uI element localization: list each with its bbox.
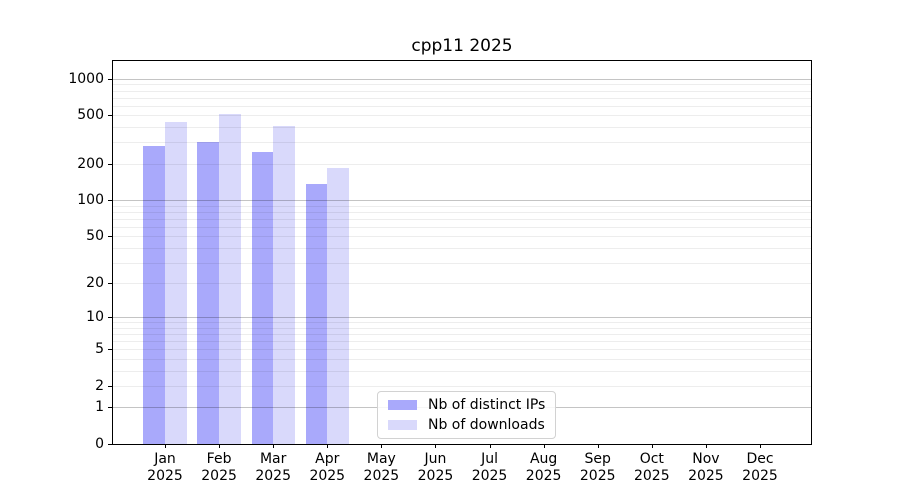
x-tick-label: Nov 2025 <box>688 451 724 484</box>
y-tick-label: 2 <box>95 377 104 394</box>
major-gridline <box>113 317 811 319</box>
y-tick-mark <box>108 349 112 351</box>
x-tick-mark <box>489 444 491 448</box>
minor-gridline <box>113 358 811 360</box>
minor-gridline <box>113 127 811 129</box>
y-tick-label: 100 <box>77 192 104 209</box>
bar-ips-1 <box>197 142 220 444</box>
legend: Nb of distinct IPs Nb of downloads <box>377 391 557 439</box>
minor-gridline <box>113 115 811 117</box>
minor-gridline <box>113 163 811 165</box>
y-tick-label: 500 <box>77 107 104 124</box>
chart-title: cpp11 2025 <box>411 36 513 56</box>
legend-entry: Nb of downloads <box>388 416 545 434</box>
y-tick-mark <box>108 78 112 80</box>
x-tick-mark <box>597 444 599 448</box>
y-tick-label: 1 <box>95 399 104 416</box>
legend-swatch <box>388 420 417 430</box>
minor-gridline <box>113 385 811 387</box>
x-tick-label: Jul 2025 <box>471 451 508 484</box>
x-tick-label: Sep 2025 <box>579 451 616 484</box>
x-tick-mark <box>543 444 545 448</box>
grid-layer <box>113 61 811 444</box>
legend-label: Nb of downloads <box>428 417 545 433</box>
y-tick-mark <box>108 115 112 117</box>
major-gridline <box>113 78 811 80</box>
bar-ips-0 <box>143 145 165 444</box>
x-tick-label: Jan 2025 <box>147 451 183 484</box>
y-tick-mark <box>108 385 112 387</box>
x-tick-label: Dec 2025 <box>742 451 778 484</box>
y-tick-label: 20 <box>86 275 104 292</box>
x-tick-label: May 2025 <box>363 451 400 484</box>
minor-gridline <box>113 327 811 329</box>
minor-gridline <box>113 90 811 92</box>
y-tick-label: 1000 <box>68 70 104 87</box>
minor-gridline <box>113 105 811 107</box>
minor-gridline <box>113 349 811 351</box>
major-gridline <box>113 200 811 201</box>
x-tick-mark <box>381 444 383 448</box>
minor-gridline <box>113 247 811 249</box>
minor-gridline <box>113 142 811 144</box>
x-tick-mark <box>435 444 437 448</box>
x-tick-mark <box>651 444 653 448</box>
y-tick-mark <box>108 407 112 409</box>
minor-gridline <box>113 341 811 343</box>
x-tick-mark <box>165 444 166 448</box>
x-tick-label: Oct 2025 <box>633 451 670 484</box>
x-tick-label: Jun 2025 <box>417 451 454 484</box>
bar-downloads-1 <box>219 114 241 444</box>
x-tick-mark <box>705 444 707 448</box>
minor-gridline <box>113 262 811 264</box>
y-tick-label: 200 <box>77 155 104 172</box>
minor-gridline <box>113 205 811 207</box>
minor-gridline <box>113 226 811 228</box>
legend-label: Nb of distinct IPs <box>428 397 546 413</box>
bar-ips-3 <box>305 184 328 444</box>
y-tick-mark <box>108 444 112 445</box>
y-tick-label: 10 <box>86 309 104 326</box>
x-tick-label: Feb 2025 <box>201 451 237 484</box>
y-tick-mark <box>108 163 112 165</box>
minor-gridline <box>113 322 811 324</box>
x-tick-mark <box>219 444 221 448</box>
minor-gridline <box>113 211 811 213</box>
x-tick-mark <box>759 444 761 448</box>
minor-gridline <box>113 370 811 372</box>
y-tick-label: 0 <box>95 436 104 452</box>
minor-gridline <box>113 283 811 285</box>
minor-gridline <box>113 334 811 336</box>
x-tick-label: Mar 2025 <box>255 451 291 484</box>
minor-gridline <box>113 84 811 86</box>
y-tick-label: 5 <box>95 341 104 358</box>
plot-area: Nb of distinct IPs Nb of downloads <box>112 60 812 445</box>
x-tick-label: Aug 2025 <box>525 451 562 484</box>
minor-gridline <box>113 236 811 238</box>
y-tick-mark <box>108 283 112 285</box>
bar-downloads-2 <box>273 125 295 444</box>
legend-swatch <box>388 400 417 410</box>
y-tick-mark <box>108 200 112 202</box>
y-tick-mark <box>108 236 112 238</box>
y-tick-mark <box>108 317 112 319</box>
minor-gridline <box>113 97 811 99</box>
bar-downloads-0 <box>165 121 187 444</box>
minor-gridline <box>113 218 811 220</box>
x-tick-mark <box>273 444 275 448</box>
x-tick-mark <box>327 444 329 448</box>
x-tick-label: Apr 2025 <box>309 451 346 484</box>
legend-entry: Nb of distinct IPs <box>388 396 545 414</box>
y-tick-label: 50 <box>86 228 104 245</box>
